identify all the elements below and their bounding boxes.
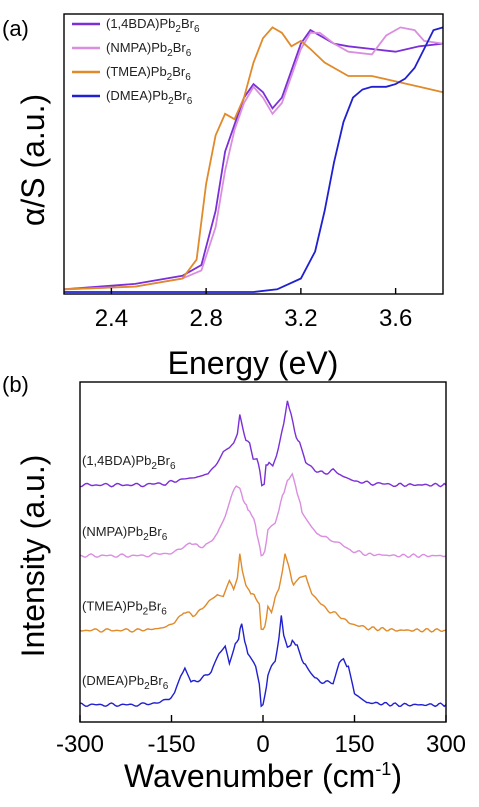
panel-a-legend-entry: (DMEA)Pb2Br6 [106,88,193,107]
panel-b-x-axis-label-sup: -1 [375,759,391,779]
panel-a-series-line-1 [63,26,444,291]
panel-a-legend-entry: (NMPA)Pb2Br6 [106,40,192,59]
panel-b-axes-frame [79,381,447,723]
panel-b: (b) Intensity (a.u.) -300 -150 0 150 300 (1,… [2,372,466,794]
panel-b-x-tick-label: -150 [147,731,195,758]
panel-b-x-axis-label: Wavenumber (cm-1) [124,758,402,794]
panel-b-x-axis: -300 -150 0 150 300 [56,715,466,758]
panel-a-legend: (1,4BDA)Pb2Br6 (NMPA)Pb2Br6 (TMEA)Pb2Br6 (D… [72,16,200,107]
panel-a-x-tick-label: 2.8 [189,305,222,332]
panel-a-label: (a) [2,16,29,41]
panel-b-series-line-1 [79,472,447,559]
panel-b-series-line-3 [79,615,447,708]
panel-b-label: (b) [2,372,29,397]
panel-a-x-tick-label: 3.2 [284,305,317,332]
panel-a-axes-frame [63,13,444,295]
panel-b-x-axis-label-main: Wavenumber (cm [124,758,375,794]
panel-b-x-tick-label: 150 [334,731,374,758]
panel-b-series-line-2 [79,553,447,633]
panel-b-series-line-0 [79,400,447,488]
panel-a-plot-area [63,26,444,293]
panel-b-x-tick-label: 0 [256,731,269,758]
panel-b-y-axis-label: Intensity (a.u.) [15,455,51,658]
panel-a-x-axis-label: Energy (eV) [168,345,339,381]
panel-a-legend-entry: (1,4BDA)Pb2Br6 [106,16,200,35]
panel-b-x-axis-label-close: ) [391,758,402,794]
panel-a-x-tick-label: 3.6 [379,305,412,332]
panel-a-y-axis-label: α/S (a.u.) [15,94,51,226]
panel-a: (a) α/S (a.u.) 2.4 2.8 3.2 3.6 (1,4BDA)Pb2B… [2,13,444,381]
panel-a-x-tick-label: 2.4 [95,305,128,332]
panel-a-series-line-2 [63,26,444,291]
panel-b-series-label: (DMEA)Pb2Br6 [82,673,169,692]
panel-b-series-labels: (1,4BDA)Pb2Br6 (NMPA)Pb2Br6 (TMEA)Pb2Br6 (D… [82,453,176,692]
panel-b-x-tick-label: -300 [56,731,104,758]
panel-a-series-line-0 [63,28,444,291]
panel-b-plot-area [79,400,447,708]
panel-b-series-label: (1,4BDA)Pb2Br6 [82,453,176,472]
panel-b-x-tick-label: 300 [426,731,466,758]
panel-b-series-label: (NMPA)Pb2Br6 [82,524,168,543]
panel-a-legend-entry: (TMEA)Pb2Br6 [106,64,191,83]
panel-a-x-axis: 2.4 2.8 3.2 3.6 [95,288,412,332]
panel-a-series-line-3 [64,26,444,293]
panel-b-series-label: (TMEA)Pb2Br6 [82,598,167,617]
